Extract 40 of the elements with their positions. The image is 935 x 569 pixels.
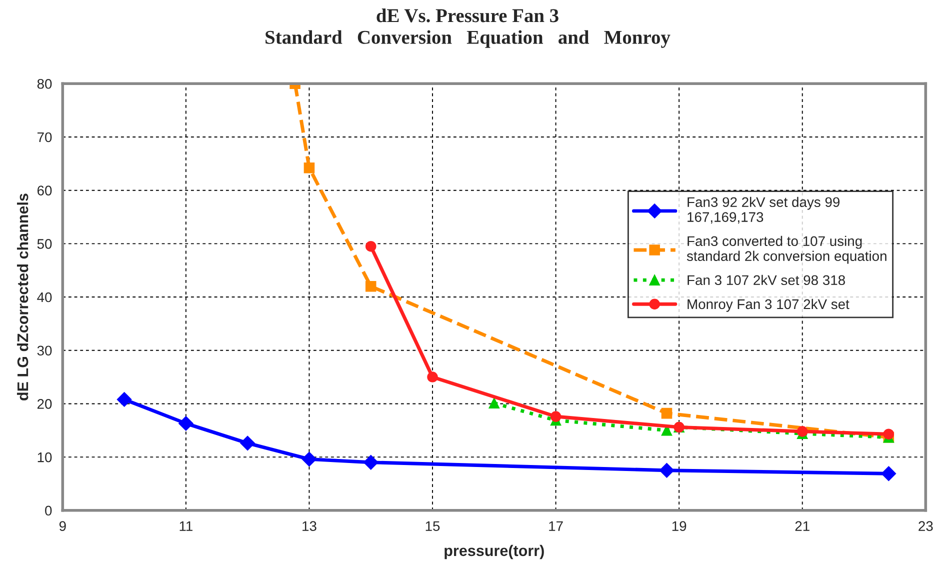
legend-label: Fan 3 107 2kV set 98 318 <box>688 274 845 286</box>
x-tick-label: 9 <box>59 521 66 532</box>
y-tick-label: 0 <box>45 506 52 516</box>
point <box>661 424 672 436</box>
point <box>304 162 315 174</box>
y-tick-label: 10 <box>38 452 52 462</box>
x-tick-label: 21 <box>795 521 810 531</box>
x-tick-label: 11 <box>180 521 192 531</box>
chart-title: dE Vs. Pressure Fan 3 Standard Conversion Equation and Monroy <box>266 8 670 48</box>
point <box>550 411 562 422</box>
y-tick-label: 80 <box>37 78 52 89</box>
y-tick-label: 50 <box>37 239 52 249</box>
y-tick-label: 20 <box>37 399 52 409</box>
point <box>661 408 672 419</box>
x-tick-label: 23 <box>918 521 933 532</box>
point <box>240 436 255 451</box>
point <box>365 240 376 252</box>
point <box>365 280 376 292</box>
y-tick-label: 70 <box>37 132 52 142</box>
legend-label: Fan3 converted to 107 using standard 2k conversion equation <box>686 236 886 264</box>
y-tick-label: 30 <box>37 346 52 356</box>
x-tick-label: 17 <box>549 521 563 531</box>
point <box>659 462 674 478</box>
y-axis-title: dE LG dZcorrected channels <box>16 194 28 400</box>
point <box>427 372 438 382</box>
x-tick-label: 19 <box>672 521 686 532</box>
x-axis-title: pressure(torr) <box>444 544 544 560</box>
legend-label: Monroy Fan 3 107 2kV set <box>688 298 850 312</box>
point <box>178 416 194 431</box>
point <box>302 452 317 467</box>
point <box>881 466 896 481</box>
x-tick-label: 15 <box>426 521 440 532</box>
legend-label: Fan3 92 2kV set days 99 167,169,173 <box>688 196 840 224</box>
x-tick-label: 13 <box>302 521 316 532</box>
y-tick-label: 60 <box>37 186 52 196</box>
point <box>488 398 500 409</box>
point <box>363 454 378 470</box>
point <box>883 428 894 440</box>
point <box>116 392 132 407</box>
y-tick-label: 40 <box>37 292 52 302</box>
